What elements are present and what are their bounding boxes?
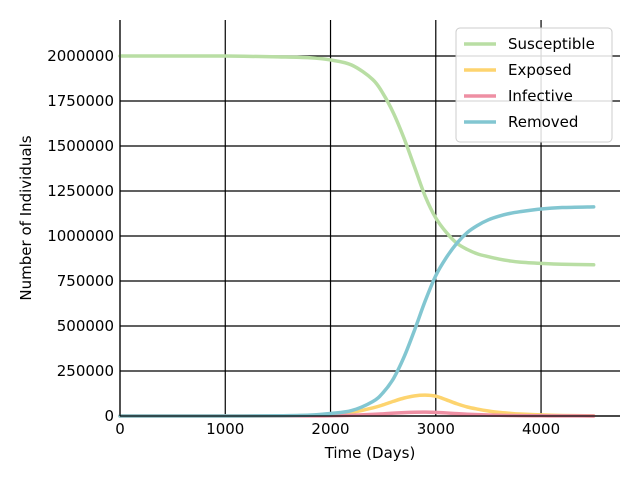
x-axis-label: Time (Days) xyxy=(324,444,416,462)
x-tick-label: 4000 xyxy=(522,420,560,438)
x-ticks: 0 1000 2000 3000 4000 xyxy=(115,420,560,438)
x-tick-label: 1000 xyxy=(206,420,244,438)
y-tick-label: 1500000 xyxy=(47,137,114,155)
legend: Susceptible Exposed Infective Removed xyxy=(455,27,613,143)
legend-label-infective: Infective xyxy=(508,87,573,105)
y-tick-label: 1000000 xyxy=(47,227,114,245)
y-tick-label: 500000 xyxy=(57,317,114,335)
grid xyxy=(119,20,620,417)
y-tick-label: 250000 xyxy=(57,362,114,380)
series-line-susceptible xyxy=(118,54,596,267)
y-tick-label: 750000 xyxy=(57,272,114,290)
y-tick-label: 1250000 xyxy=(47,182,114,200)
y-ticks: 0 250000 500000 750000 1000000 1250000 1500000… xyxy=(47,47,114,425)
legend-label-susceptible: Susceptible xyxy=(508,35,595,53)
legend-box xyxy=(455,27,613,143)
series-line-removed xyxy=(118,205,596,418)
x-tick-label: 0 xyxy=(115,420,125,438)
y-axis-label: Number of Individuals xyxy=(17,135,35,300)
x-tick-label: 2000 xyxy=(311,420,349,438)
axes xyxy=(119,20,620,417)
legend-label-removed: Removed xyxy=(508,113,578,131)
y-tick-label: 0 xyxy=(104,407,114,425)
legend-label-exposed: Exposed xyxy=(508,61,572,79)
x-tick-label: 3000 xyxy=(417,420,455,438)
y-tick-label: 1750000 xyxy=(47,92,114,110)
y-tick-label: 2000000 xyxy=(47,47,114,65)
